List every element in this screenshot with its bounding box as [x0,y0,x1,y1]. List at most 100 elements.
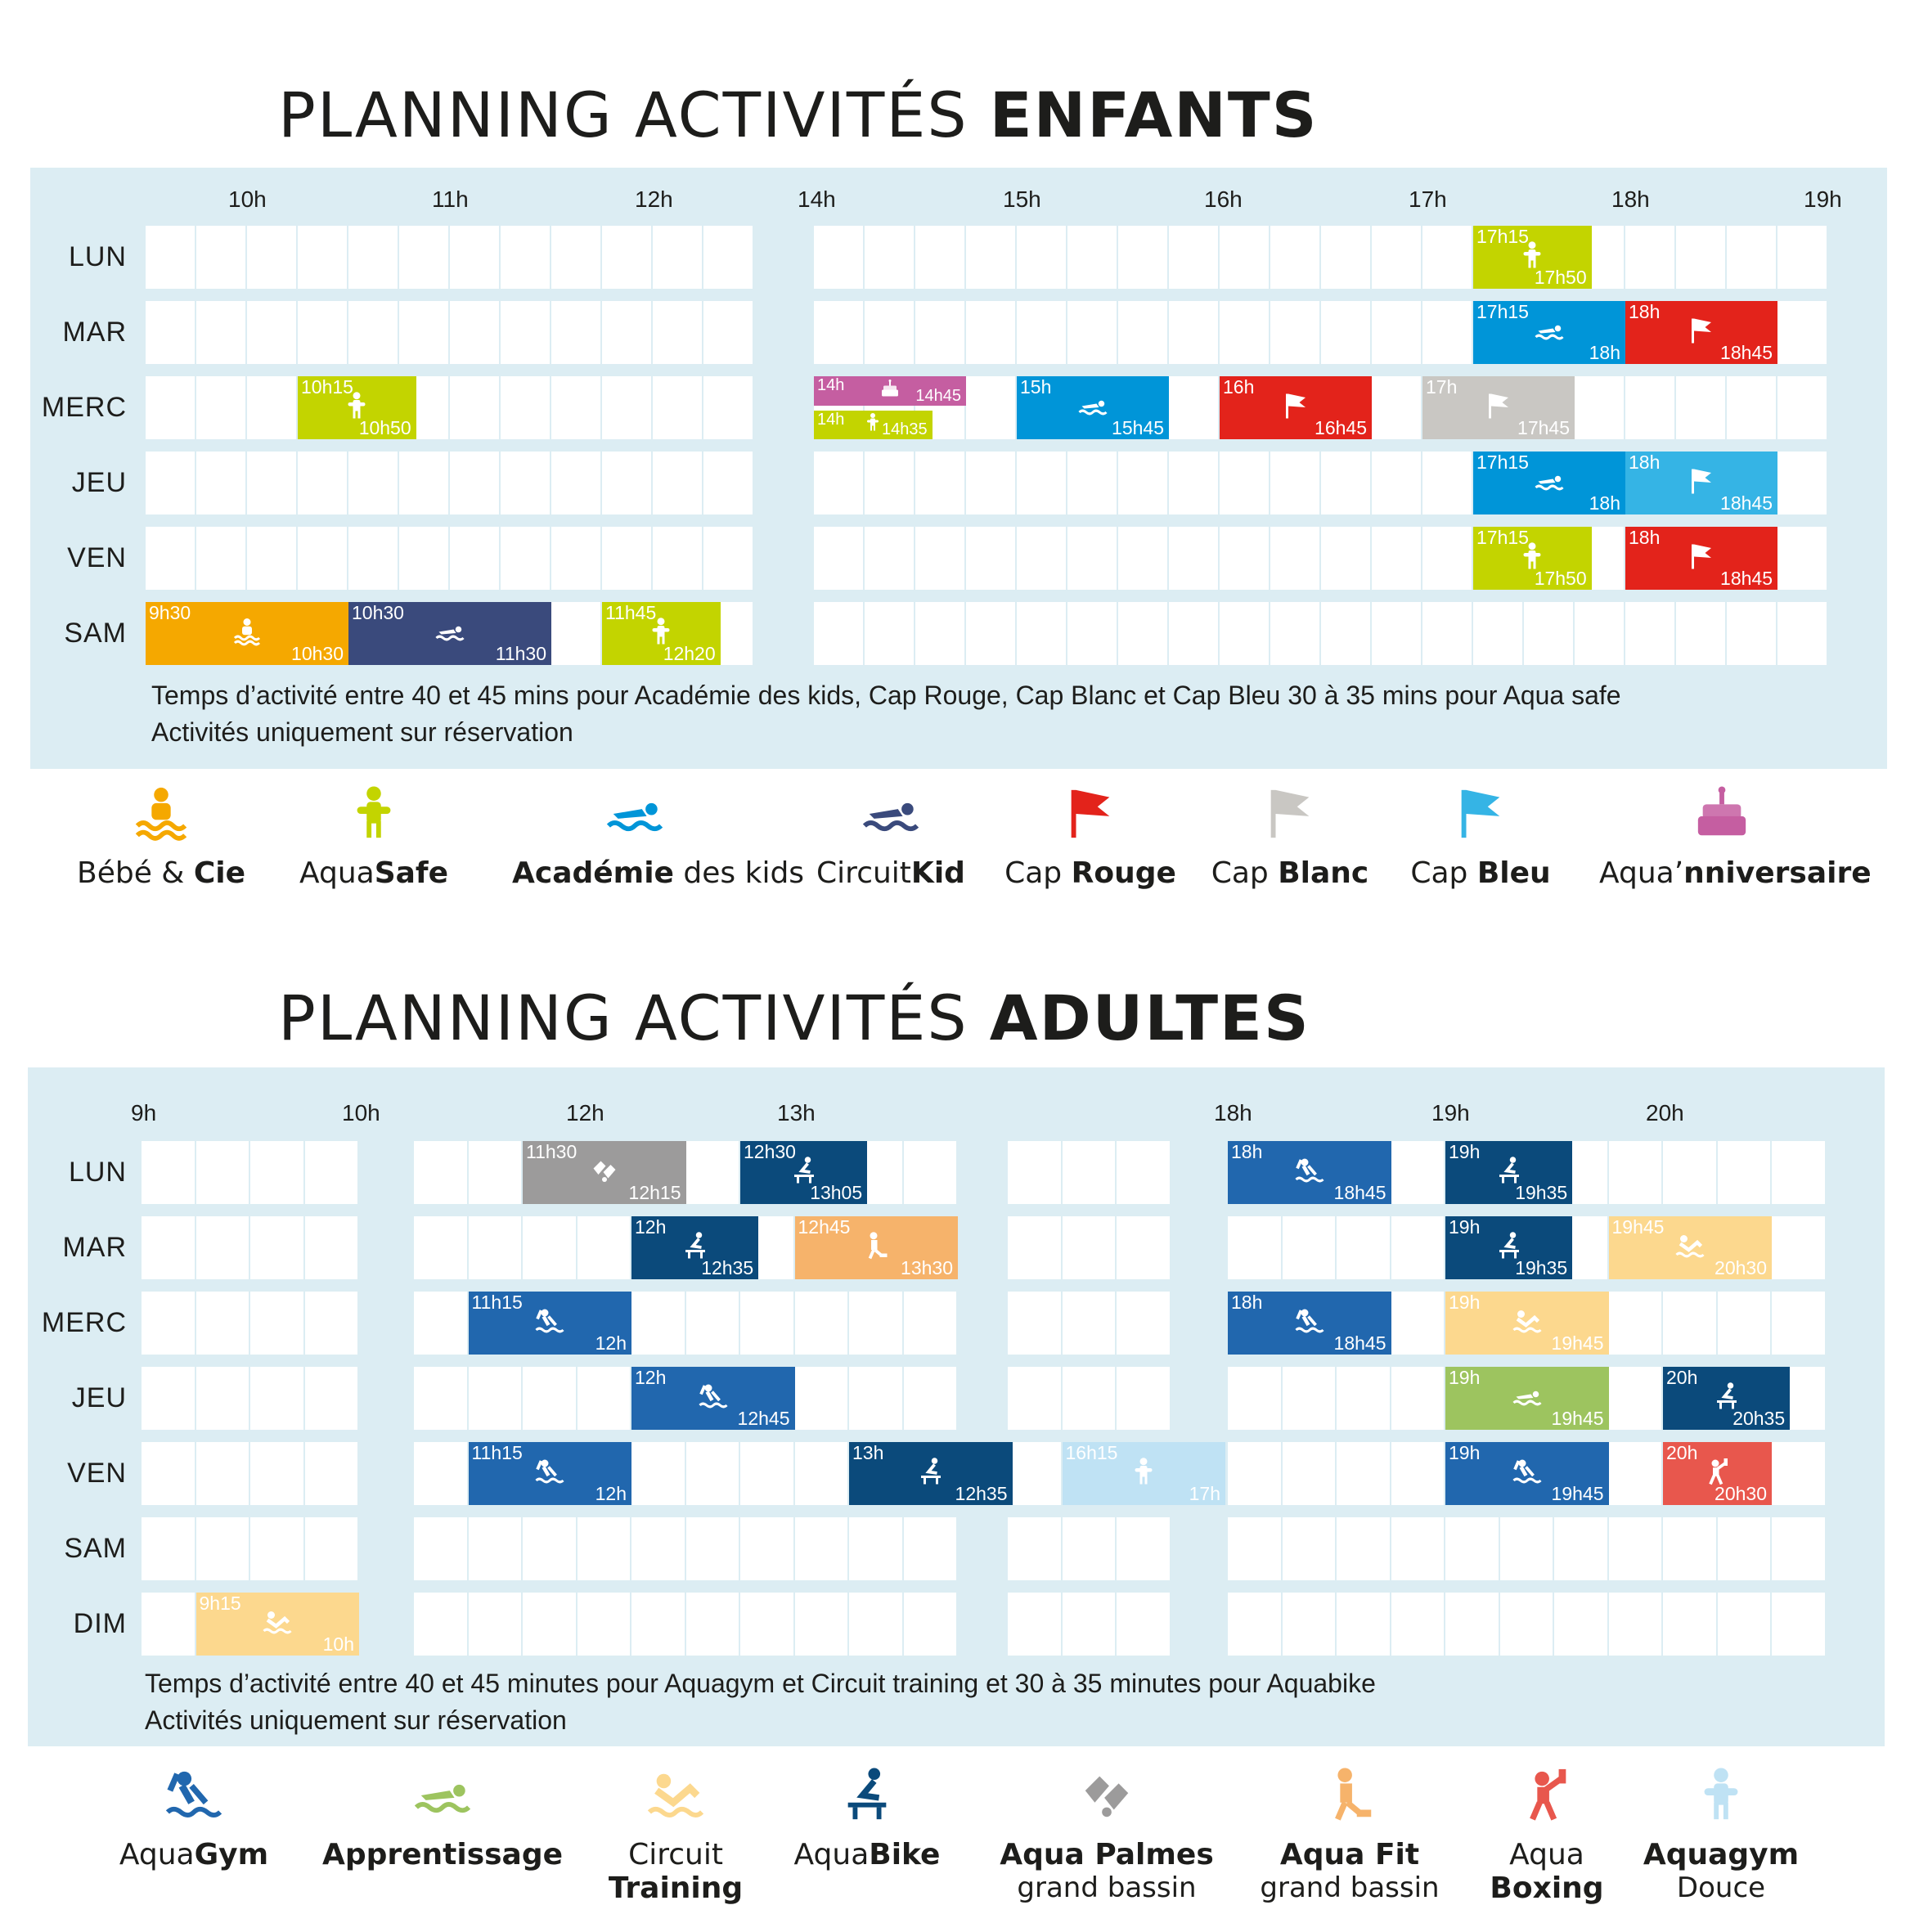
baby-swimmer-icon [232,617,262,650]
grid-cell [849,1367,902,1430]
grid-cell [146,226,195,289]
session-aquagym[interactable]: 12h 12h45 [631,1367,795,1430]
day-label-merc: MERC [41,391,127,423]
swimmer-icon [1535,316,1564,349]
session-academie[interactable]: 17h15 18h [1473,452,1625,514]
grid-cell [903,1593,956,1656]
legend-label: AquaSafe [299,856,449,890]
session-start: 9h30 [149,602,191,623]
grid-cell [348,527,398,590]
session-aquagym[interactable]: 11h15 12h [468,1292,631,1355]
grid-cell [602,376,651,439]
session-end: 12h35 [955,1483,1008,1504]
grid-cell [298,226,347,289]
session-academie[interactable]: 17h15 18h [1473,301,1625,364]
session-cap-rouge[interactable]: 18h 18h45 [1625,527,1777,590]
child-float-icon [251,785,497,850]
grid-cell [1228,1593,1281,1656]
session-aquadouce[interactable]: 16h15 17h [1062,1442,1225,1505]
aquabike-icon [1494,1231,1524,1265]
grid-cell [450,301,499,364]
session-start: 10h15 [301,376,353,398]
grid-cell [551,602,600,665]
session-start: 18h [1629,301,1661,322]
legend-apprentissage: Apprentissage [320,1767,565,1871]
circuit-training-icon [1675,1231,1705,1265]
red-flag-icon [1687,316,1716,349]
session-aquapalmes[interactable]: 11h30 12h15 [523,1141,686,1204]
session-end: 12h45 [737,1408,790,1429]
session-start: 19h [1449,1141,1481,1162]
grid-cell [551,226,600,289]
session-aquanniversaire[interactable]: 14h 14h45 [814,376,966,406]
grid-cell [523,1216,576,1279]
grid-cell [865,452,914,514]
circuit-training-icon [553,1767,798,1831]
grid-cell [1117,1292,1170,1355]
session-aquagym[interactable]: 18h 18h45 [1228,1292,1391,1355]
day-label-mar: MAR [62,316,127,348]
adults-note-booking: Activités uniquement sur réservation [145,1705,567,1735]
aquabike-icon [789,1156,819,1189]
session-aquagym[interactable]: 18h 18h45 [1228,1141,1391,1204]
kids-note-booking: Activités uniquement sur réservation [151,717,573,747]
session-aquabike[interactable]: 19h 19h35 [1445,1141,1573,1204]
session-start: 18h [1629,452,1661,473]
session-circuitkid[interactable]: 10h30 11h30 [348,602,551,665]
grid-cell [250,1517,303,1580]
hour-label: 20h [1646,1100,1684,1126]
birthday-cake-icon [880,379,900,402]
session-circuit[interactable]: 19h45 20h30 [1608,1216,1772,1279]
session-aquasafe[interactable]: 14h 14h35 [814,410,933,439]
session-aquabike[interactable]: 12h 12h35 [631,1216,759,1279]
kids-title-light: PLANNING ACTIVITÉS [278,79,968,151]
grid-cell [1228,1216,1281,1279]
session-apprentissage[interactable]: 19h 19h45 [1445,1367,1609,1430]
session-cap-rouge[interactable]: 16h 16h45 [1220,376,1372,439]
session-end: 12h15 [628,1182,681,1203]
session-aquagym[interactable]: 19h 19h45 [1445,1442,1609,1505]
legend-bebe: Bébé & Cie [38,785,284,890]
session-cap-rouge[interactable]: 18h 18h45 [1625,301,1777,364]
session-academie[interactable]: 15h 15h45 [1017,376,1169,439]
session-cap-blanc[interactable]: 17h 17h45 [1422,376,1575,439]
session-aquabike[interactable]: 12h30 13h05 [740,1141,868,1204]
session-circuit[interactable]: 9h15 10h [195,1593,359,1656]
session-aquabike[interactable]: 20h 20h35 [1663,1367,1791,1430]
session-aquasafe[interactable]: 11h45 12h20 [602,602,721,665]
baby-swimmer-icon [38,785,284,850]
session-start: 20h [1666,1442,1698,1463]
swimmer-icon [512,785,757,850]
blue-flag-icon [1358,785,1603,850]
session-aquabike[interactable]: 13h 12h35 [849,1442,1013,1505]
hour-label: 16h [1204,186,1243,212]
session-aquaboxing[interactable]: 20h 20h30 [1663,1442,1772,1505]
grid-cell [814,452,863,514]
session-aquagym[interactable]: 11h15 12h [468,1442,631,1505]
grid-cell [523,1517,576,1580]
grid-cell [1117,1216,1170,1279]
hour-label: 18h [1214,1100,1252,1126]
session-end: 20h30 [1715,1257,1767,1278]
session-circuit[interactable]: 19h 19h45 [1445,1292,1609,1355]
session-aquasafe[interactable]: 17h15 17h50 [1473,226,1592,289]
child-float-icon [1517,240,1547,274]
session-end: 18h [1589,342,1620,363]
session-end: 13h05 [810,1182,863,1203]
grid-cell [794,1517,847,1580]
session-aquabike[interactable]: 19h 19h35 [1445,1216,1573,1279]
legend-aquabike: AquaBike [744,1767,990,1871]
session-start: 17h [1426,376,1458,398]
grid-cell [602,226,651,289]
session-aquasafe[interactable]: 10h15 10h50 [298,376,416,439]
session-bebe[interactable]: 9h30 10h30 [146,602,348,665]
hour-label: 10h [228,186,267,212]
session-end: 17h50 [1534,568,1587,589]
session-aquasafe[interactable]: 17h15 17h50 [1473,527,1592,590]
grid-cell [551,527,600,590]
grid-cell [1169,301,1218,364]
aquagym-icon [535,1306,564,1340]
grid-cell [1391,1216,1444,1279]
session-cap-bleu[interactable]: 18h 18h45 [1625,452,1777,514]
session-aquafit[interactable]: 12h45 13h30 [794,1216,958,1279]
